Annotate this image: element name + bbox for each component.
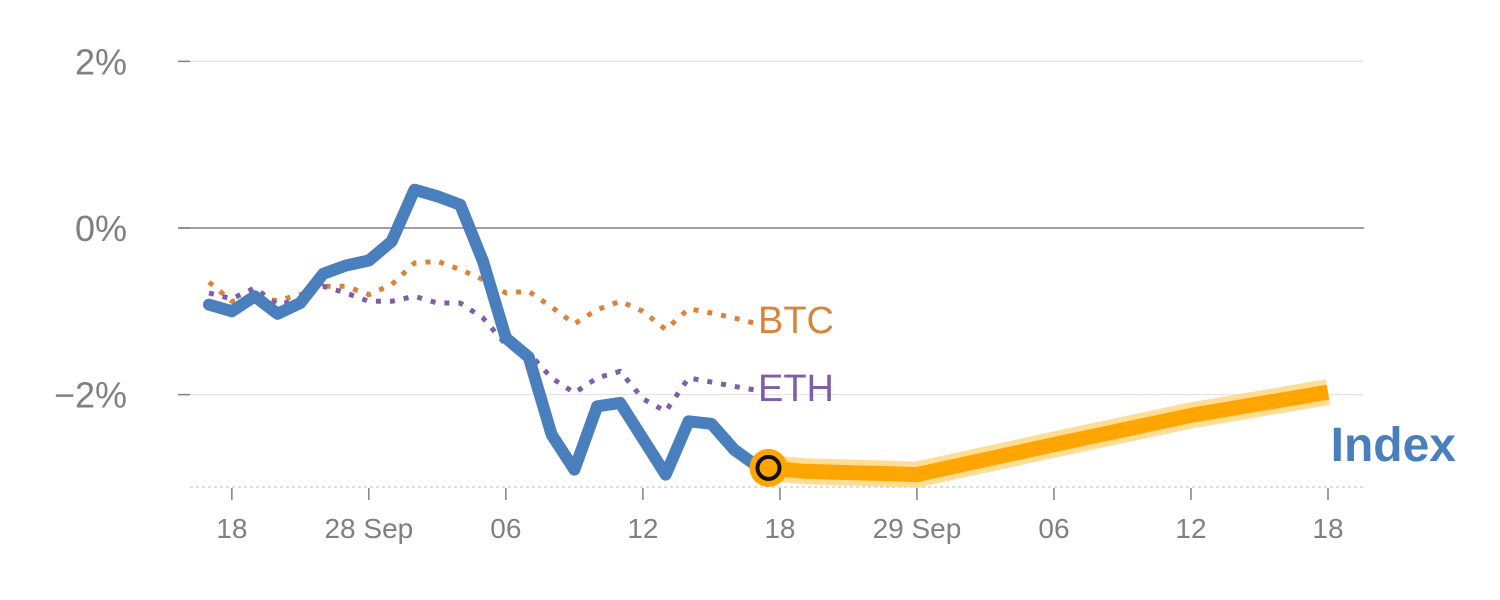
index-series-label: Index [1331, 419, 1457, 472]
series-layer [203, 183, 1331, 488]
x-tick-label: 12 [1175, 513, 1206, 544]
x-axis: 18 28 Sep 06 12 18 29 Sep 06 12 18 [216, 488, 1344, 544]
forecast-series-line [767, 384, 1330, 483]
x-tick-label: 06 [490, 513, 521, 544]
x-tick-label: 29 Sep [873, 513, 962, 544]
x-tick-label: 06 [1038, 513, 1069, 544]
x-tick-label: 18 [1312, 513, 1343, 544]
y-tick-label: −2% [54, 375, 127, 416]
current-point-marker [755, 454, 782, 481]
x-tick-label: 18 [216, 513, 247, 544]
x-tick-label: 28 Sep [324, 513, 413, 544]
eth-series-label: ETH [758, 368, 834, 410]
y-axis: 2% 0% −2% [54, 41, 127, 415]
btc-series-label: BTC [758, 300, 834, 342]
grid-layer [178, 60, 1364, 488]
index-series-line [203, 183, 775, 481]
y-tick-label: 2% [75, 41, 127, 82]
x-tick-label: 18 [764, 513, 795, 544]
x-tick-label: 12 [627, 513, 658, 544]
y-tick-label: 0% [75, 208, 127, 249]
